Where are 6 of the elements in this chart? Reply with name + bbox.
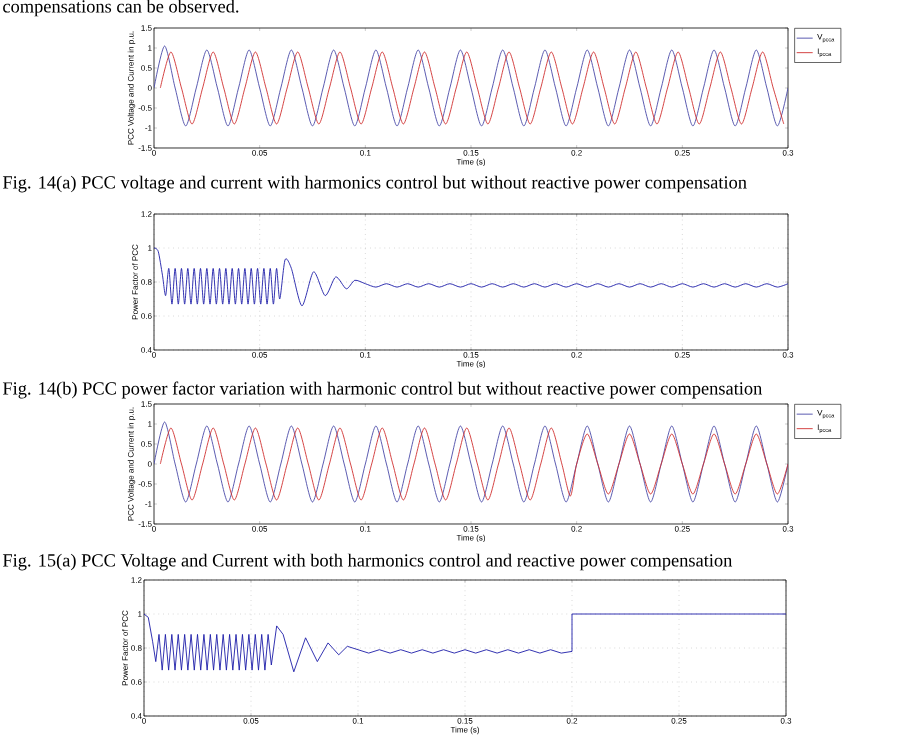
caption: Fig. 14(b) PCC power factor variation with harmonic control but without reactive power compensation [2, 381, 763, 399]
caption: Fig. 14(a) PCC voltage and current with harmonics control but without reactive power compensation [2, 175, 747, 193]
text: compensations can be observed. [3, 0, 239, 17]
line-series [154, 247, 788, 307]
line-series [144, 613, 786, 673]
caption: Fig. 15(a) PCC Voltage and Current with both harmonics control and reactive power compensation [2, 553, 733, 571]
